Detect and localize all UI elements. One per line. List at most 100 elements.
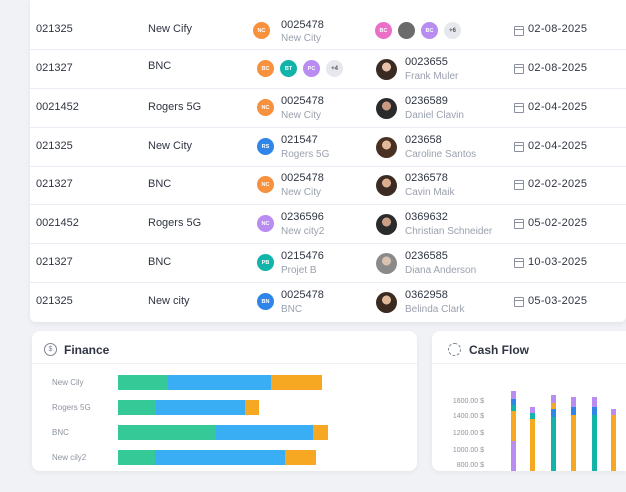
tx-avatar: RS — [256, 137, 275, 156]
user-name: Cavin Maik — [405, 187, 455, 198]
row-id: 021325 — [36, 140, 73, 152]
calendar-icon — [514, 64, 524, 74]
y-tick-label: 1200.00 $ — [452, 430, 484, 437]
tx-sub: New city2 — [281, 226, 325, 237]
more-users-badge[interactable]: +6 — [443, 21, 462, 40]
finance-bar-segment — [216, 425, 313, 440]
calendar-icon — [514, 258, 524, 268]
tx-avatar: BN — [256, 292, 275, 311]
user-photo — [376, 59, 397, 80]
user-photo — [397, 21, 416, 40]
finance-bar-segment — [155, 450, 285, 465]
tx-avatar: NC — [256, 98, 275, 117]
row-date: 02-08-2025 — [528, 23, 588, 35]
row-date: 02-08-2025 — [528, 62, 588, 74]
row-company: BNC — [148, 256, 172, 268]
user-photo — [376, 175, 397, 196]
finance-bar-segment — [245, 400, 259, 415]
user-avatar: BC — [420, 21, 439, 40]
cashflow-bar-segment — [511, 411, 516, 441]
user-id: 0023655 — [405, 56, 448, 68]
user-photo — [376, 253, 397, 274]
row-company: New City — [148, 140, 193, 152]
row-id: 0021452 — [36, 101, 79, 113]
row-date: 02-04-2025 — [528, 140, 588, 152]
cashflow-bar-segment — [571, 407, 576, 415]
user-photo — [376, 292, 397, 313]
finance-icon: $ — [44, 343, 57, 356]
row-id: 021327 — [36, 178, 73, 190]
table-row[interactable]: 021327 BNC NC 0025478 New City 0236578 C… — [30, 166, 626, 205]
finance-bar-segment — [168, 375, 271, 390]
calendar-icon — [514, 219, 524, 229]
tx-id: 0025478 — [281, 19, 324, 31]
cashflow-bar-segment — [511, 391, 516, 399]
row-company: BNC — [148, 178, 172, 190]
finance-category-label: BNC — [52, 428, 69, 437]
cashflow-bar-segment — [511, 405, 516, 411]
row-id: 021325 — [36, 295, 73, 307]
user-photo — [376, 98, 397, 119]
tx-id: 0025478 — [281, 95, 324, 107]
row-date: 05-02-2025 — [528, 217, 588, 229]
tx-id: 0025478 — [281, 289, 324, 301]
finance-bar-segment — [118, 400, 156, 415]
y-tick-label: 1600.00 $ — [452, 398, 484, 405]
user-name: Frank Muler — [405, 71, 459, 82]
user-id: 0236578 — [405, 172, 448, 184]
calendar-icon — [514, 142, 524, 152]
user-id: 023658 — [405, 134, 442, 146]
row-company: New Cify — [148, 23, 193, 35]
y-tick-label: 1000.00 $ — [452, 447, 484, 454]
tx-id: 021547 — [281, 134, 318, 146]
y-tick-label: 800.00 $ — [456, 462, 484, 469]
more-tx-badge[interactable]: +4 — [325, 59, 344, 78]
row-company: Rogers 5G — [148, 217, 202, 229]
cashflow-bar-segment — [551, 409, 556, 417]
tx-avatar: PB — [256, 253, 275, 272]
cashflow-bar-segment — [592, 397, 597, 407]
cashflow-bar-segment — [530, 419, 535, 471]
finance-card: $ Finance New Cily Rogers 5G BNC New cil… — [32, 331, 417, 471]
finance-bar-segment — [313, 425, 328, 440]
table-row[interactable]: 021325 New city BN 0025478 BNC 0362958 B… — [30, 283, 626, 321]
calendar-icon — [514, 180, 524, 190]
table-row[interactable]: 0021452 Rogers 5G NC 0236596 New city2 0… — [30, 205, 626, 244]
table-row[interactable]: 021325 New City RS 021547 Rogers 5G 0236… — [30, 128, 626, 167]
tx-id: 0025478 — [281, 172, 324, 184]
card-title: Finance — [64, 343, 110, 357]
finance-category-label: New Cily — [52, 378, 84, 387]
user-id: 0369632 — [405, 211, 448, 223]
tx-sub: BNC — [281, 304, 303, 315]
user-photo — [376, 137, 397, 158]
cashflow-card: Cash Flow 1600.00 $ 1400.00 $ 1200.00 $ … — [432, 331, 626, 471]
row-company: New city — [148, 295, 190, 307]
table-row[interactable]: 0021452 Rogers 5G NC 0025478 New City 02… — [30, 89, 626, 128]
row-date: 10-03-2025 — [528, 256, 588, 268]
transactions-table: 021325 New Cify NC 0025478 New City BC B… — [30, 0, 626, 322]
cashflow-bar-segment — [592, 415, 597, 471]
cashflow-bar-segment — [611, 409, 616, 415]
user-name: Daniel Clavin — [405, 110, 464, 121]
row-date: 05-03-2025 — [528, 295, 588, 307]
cashflow-bar-segment — [530, 413, 535, 419]
cashflow-bar-segment — [551, 417, 556, 471]
user-id: 0236589 — [405, 95, 448, 107]
table-row[interactable]: 021327 BNC BC BT PC +4 0023655 Frank Mul… — [30, 50, 626, 89]
user-id: 0362958 — [405, 289, 448, 301]
tx-avatar: NC — [256, 214, 275, 233]
table-row[interactable]: 021327 BNC PB 0215476 Projet B 0236585 D… — [30, 244, 626, 283]
tx-avatar: NC — [256, 175, 275, 194]
cashflow-bar-segment — [511, 399, 516, 405]
cashflow-bar-segment — [571, 397, 576, 407]
calendar-icon — [514, 297, 524, 307]
calendar-icon — [514, 26, 524, 36]
row-id: 021327 — [36, 62, 73, 74]
cashflow-bar-segment — [571, 415, 576, 471]
table-row[interactable]: 021325 New Cify NC 0025478 New City BC B… — [30, 11, 626, 50]
finance-bar-segment — [156, 400, 245, 415]
cashflow-icon — [448, 343, 461, 356]
tx-sub: Projet B — [281, 265, 317, 276]
tx-sub: New City — [281, 110, 322, 121]
tx-avatar: PC — [302, 59, 321, 78]
